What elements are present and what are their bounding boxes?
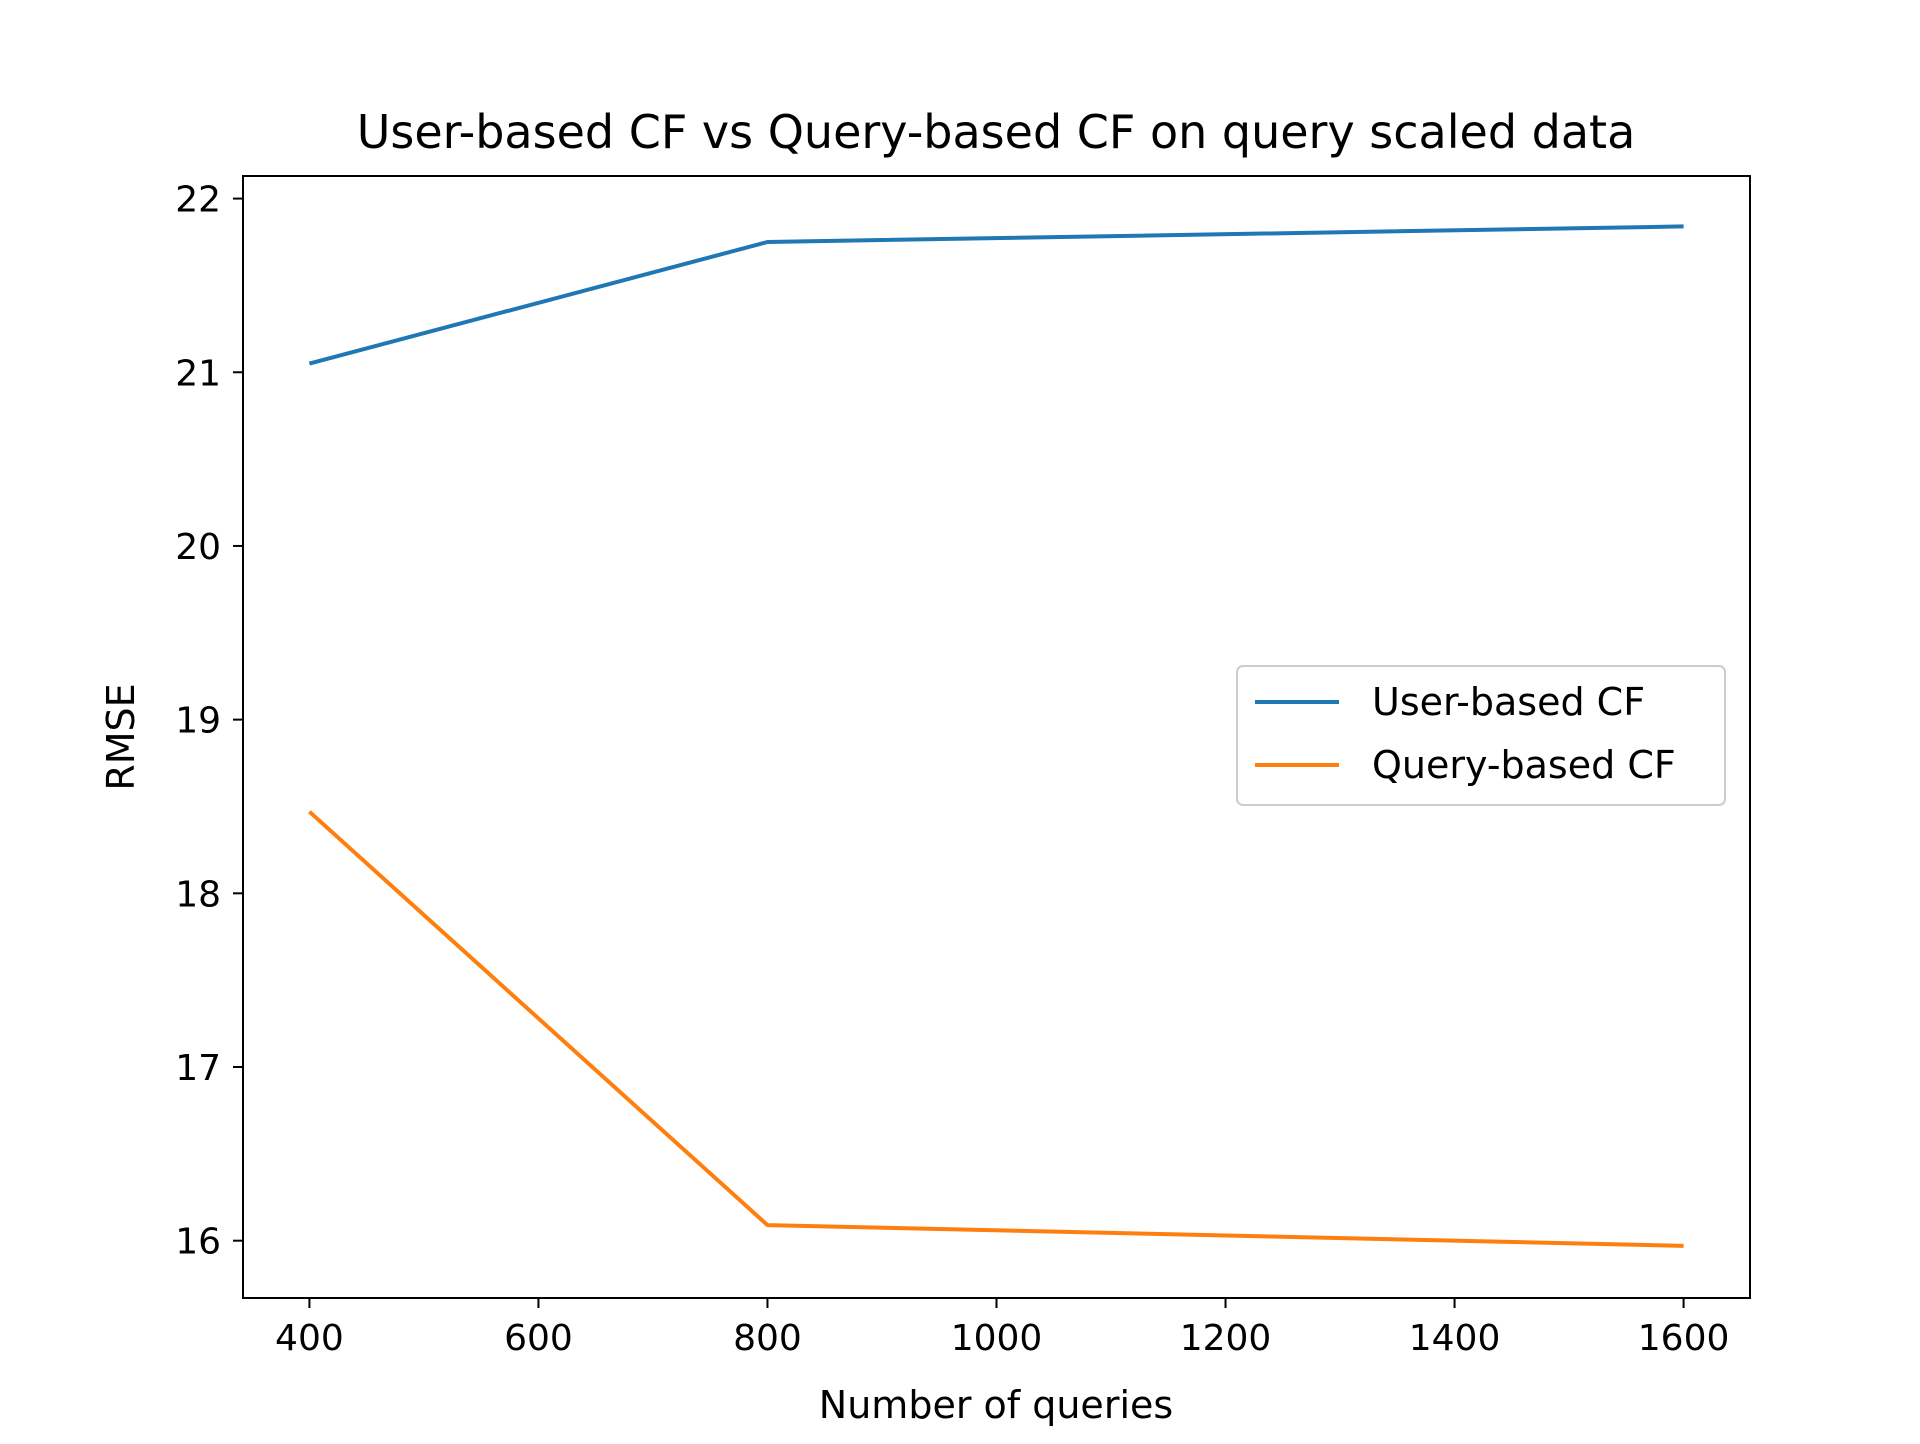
legend: User-based CF Query-based CF: [1236, 665, 1726, 806]
plot-area: [308, 224, 1684, 1248]
y-axis-label: RMSE: [99, 683, 143, 790]
y-axis: 16 17 18 19 20 21 22: [175, 180, 243, 1263]
x-tick-label: 800: [733, 1318, 802, 1359]
y-tick-label: 16: [175, 1222, 221, 1263]
y-tick-label: 19: [175, 701, 221, 742]
x-tick-label: 600: [504, 1318, 573, 1359]
y-tick-label: 18: [175, 874, 221, 915]
x-axis-label: Number of queries: [819, 1383, 1173, 1427]
legend-label: User-based CF: [1372, 680, 1645, 724]
y-tick-label: 17: [175, 1048, 221, 1089]
x-tick-label: 1000: [951, 1318, 1043, 1359]
y-tick-label: 22: [175, 180, 221, 221]
series-line-query-based-cf: [308, 810, 1684, 1248]
y-tick-label: 21: [175, 353, 221, 394]
legend-label: Query-based CF: [1372, 743, 1676, 787]
x-tick-label: 1400: [1409, 1318, 1501, 1359]
x-tick-label: 1600: [1638, 1318, 1730, 1359]
y-tick-label: 20: [175, 527, 221, 568]
x-tick-label: 1200: [1180, 1318, 1272, 1359]
legend-box: [1236, 665, 1726, 806]
x-tick-label: 400: [275, 1318, 344, 1359]
chart-title: User-based CF vs Query-based CF on query…: [357, 105, 1636, 159]
series-line-user-based-cf: [308, 224, 1684, 366]
x-axis: 400 600 800 1000 1200 1400 1600: [275, 1298, 1729, 1359]
